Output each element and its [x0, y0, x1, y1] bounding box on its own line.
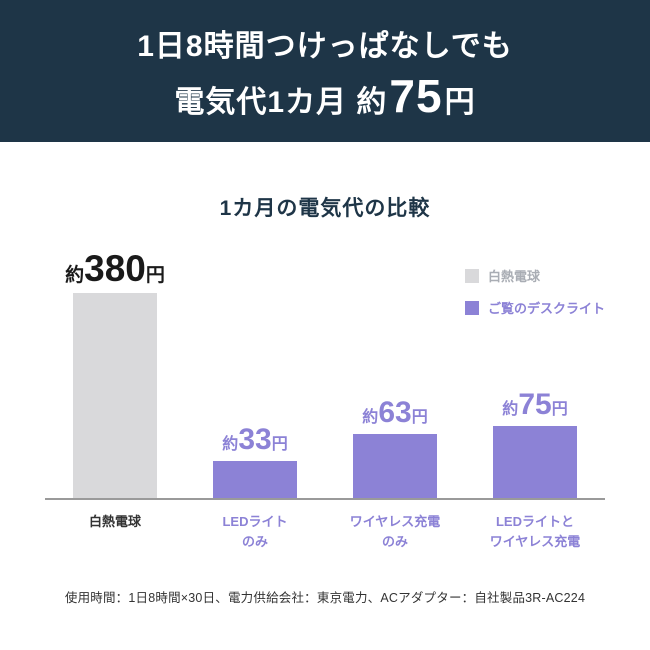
- legend-item: 白熱電球: [464, 266, 605, 285]
- hero-line2-prefix: 電気代1カ月 約: [174, 86, 388, 119]
- page: 1日8時間つけっぱなしでも 電気代1カ月 約 75 円 1カ月の電気代の比較 白…: [0, 0, 650, 606]
- bar-value-text: 約: [502, 401, 519, 418]
- bar-column: 約 63 円: [325, 398, 465, 498]
- legend-label: 白熱電球: [487, 269, 540, 284]
- bar-value-text: 33: [238, 423, 272, 456]
- bar-value-label: 約 33 円: [222, 425, 287, 455]
- bar-value-label: 約 380 円: [65, 250, 165, 287]
- bar-column: 約 75 円: [465, 390, 605, 498]
- bar-value-text: 円: [411, 409, 428, 426]
- bar-value-text: 380: [84, 248, 146, 289]
- x-axis-label: ワイヤレス充電 のみ: [349, 514, 441, 549]
- bar-value-text: 円: [551, 401, 568, 418]
- bar-value-text: 63: [378, 396, 412, 429]
- bar-value-text: 約: [65, 265, 85, 286]
- hero-headline-line2: 電気代1カ月 約 75 円: [174, 73, 475, 121]
- hero-line2-unit: 円: [444, 86, 476, 119]
- bar-value-label: 約 75 円: [502, 390, 567, 420]
- bar-value-label: 約 63 円: [362, 398, 427, 428]
- chart-legend: 白熱電球ご覧のデスクライト: [464, 266, 605, 317]
- hero-banner: 1日8時間つけっぱなしでも 電気代1カ月 約 75 円: [0, 0, 650, 142]
- bar-value-text: 約: [362, 409, 379, 426]
- bar: [73, 293, 157, 498]
- bar-column: 約 380 円: [45, 250, 185, 498]
- bar-value-text: 約: [222, 436, 239, 453]
- bar: [353, 434, 437, 498]
- x-axis-line: [45, 498, 605, 500]
- x-axis-label: LEDライトと ワイヤレス充電: [489, 514, 581, 549]
- footnote: 使用時間：1日8時間×30日、電力供給会社：東京電力、ACアダプター：自社製品3…: [64, 591, 586, 605]
- chart-section: 1カ月の電気代の比較 白熱電球 ご覧のデスクライト 約 380 円約 33 円約 63 円約 7…: [0, 192, 650, 606]
- bar-value-text: 円: [145, 265, 165, 286]
- legend-label: ご覧のデスクライト: [487, 301, 605, 316]
- bar: [493, 426, 577, 498]
- bar-chart: 白熱電球 ご覧のデスクライト 約 380 円約 33 円約 63 円約 75 円 白熱電球 LEDラ…: [45, 248, 605, 551]
- legend-item: ご覧のデスクライト: [464, 298, 605, 317]
- bar: [213, 461, 297, 498]
- legend-swatch: [464, 268, 479, 283]
- bar-column: 約 33 円: [185, 425, 325, 498]
- x-axis-label: LEDライト のみ: [222, 514, 288, 549]
- chart-title: 1カ月の電気代の比較: [219, 197, 431, 220]
- hero-headline-line1: 1日8時間つけっぱなしでも: [137, 30, 513, 63]
- x-axis-label: 白熱電球: [88, 514, 141, 529]
- bar-value-text: 円: [271, 436, 288, 453]
- bar-value-text: 75: [518, 388, 552, 421]
- x-axis-labels: 白熱電球 LEDライト のみ ワイヤレス充電 のみ LEDライトと ワイヤレス充電: [45, 512, 605, 551]
- legend-swatch: [464, 300, 479, 315]
- hero-line2-amount: 75: [389, 70, 443, 122]
- bars-area: 約 380 円約 33 円約 63 円約 75 円: [45, 248, 605, 498]
